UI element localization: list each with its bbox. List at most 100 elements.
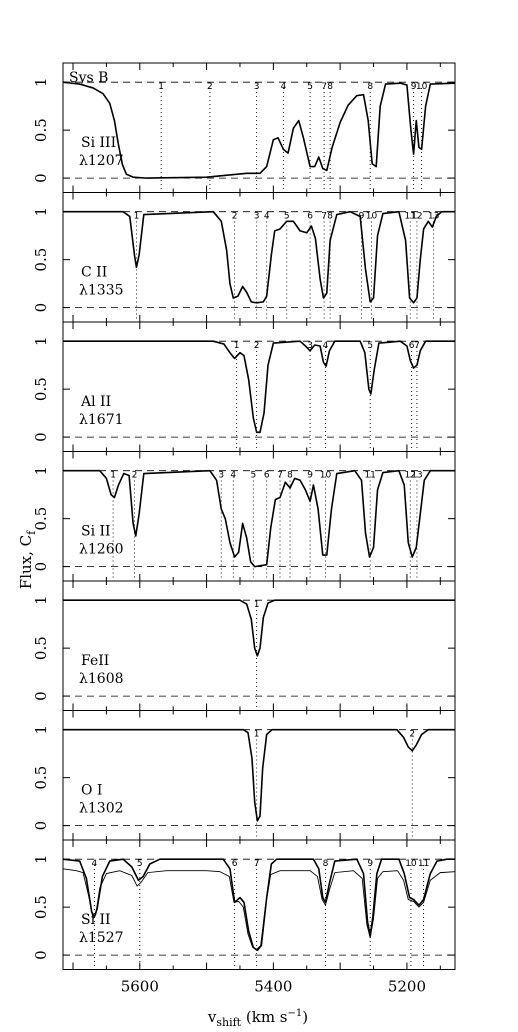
component-label: 2 [409, 730, 415, 740]
panel-3: 0 0.5 1 1 2 3 4 5 6 7 Al II λ1671 [32, 321, 456, 452]
component-label: 4 [230, 471, 236, 481]
panel-wavelength-label: λ1671 [79, 412, 124, 428]
component-label: 9 [367, 859, 373, 869]
system-label: Sys B [69, 70, 108, 86]
y-tick-label: 0 [32, 691, 50, 701]
component-label: 2 [232, 212, 238, 222]
component-label: 1 [234, 341, 240, 351]
model-fit-line [63, 340, 455, 434]
y-tick-label: 0 [32, 950, 50, 960]
panel-frame [62, 839, 456, 970]
component-label: 5 [137, 859, 143, 869]
y-tick-label: 0.5 [32, 507, 50, 531]
y-axis-title: Flux, Cf [17, 530, 38, 589]
component-label: 12 [411, 212, 422, 222]
component-label: 8 [287, 471, 293, 481]
component-label: 7 [414, 341, 420, 351]
component-label: 4 [92, 859, 98, 869]
component-label: 8 [327, 82, 333, 92]
panel-wavelength-label: λ1207 [79, 153, 124, 169]
panel-7: 0 0.5 1 4 5 6 7 8 9 10 11 Si II λ1527 [32, 839, 456, 970]
component-label: 1 [134, 212, 140, 222]
component-label: 10 [320, 471, 332, 481]
component-label: 2 [254, 341, 260, 351]
panel-ion-label: O I [81, 783, 102, 799]
component-label: 1 [254, 730, 260, 740]
y-tick-label: 0.5 [32, 895, 50, 919]
component-label: 6 [232, 859, 238, 869]
component-label: 8 [323, 859, 329, 869]
y-tick-label: 0.5 [32, 377, 50, 401]
component-label: 7 [254, 859, 260, 869]
panel-5: 0 0.5 1 1 FeII λ1608 [32, 580, 456, 711]
component-label: 11 [364, 471, 375, 481]
component-label: 4 [281, 82, 287, 92]
y-tick-label: 0.5 [32, 636, 50, 660]
panel-ion-label: FeII [81, 653, 109, 669]
component-label: 10 [416, 82, 428, 92]
y-tick-label: 0 [32, 562, 50, 572]
component-label: 4 [323, 341, 329, 351]
panel-ion-label: Si II [81, 524, 111, 540]
model-fit-line [63, 210, 455, 304]
component-label: 8 [367, 82, 373, 92]
component-label: 11 [418, 859, 429, 869]
panel-wavelength-label: λ1527 [79, 930, 124, 946]
component-label: 13 [411, 471, 422, 481]
component-label: 9 [359, 212, 365, 222]
component-label: 3 [307, 341, 313, 351]
component-label: 12 [405, 471, 416, 481]
y-tick-label: 0.5 [32, 248, 50, 272]
y-tick-label: 1 [32, 77, 50, 87]
component-label: 3 [218, 471, 224, 481]
component-label: 3 [254, 82, 260, 92]
component-label: 5 [284, 212, 290, 222]
y-tick-label: 0 [32, 432, 50, 442]
model-fit-line [63, 599, 455, 657]
component-label: 7 [277, 471, 283, 481]
component-label: 9 [411, 82, 417, 92]
y-tick-label: 0 [32, 821, 50, 831]
panel-ion-label: C II [81, 265, 107, 281]
component-label: 7 [321, 212, 327, 222]
panel-6: 0 0.5 1 1 2 O I λ1302 [32, 710, 456, 841]
panel-wavelength-label: λ1260 [79, 542, 124, 558]
y-tick-label: 1 [32, 854, 50, 864]
component-label: 1 [254, 600, 260, 610]
model-fit-line [62, 81, 456, 179]
y-axis-title-group: Flux, Cf [17, 530, 38, 589]
x-tick-label: 5600 [121, 978, 159, 996]
x-axis: 5600 5400 5200 [121, 978, 426, 996]
model-fit-line [63, 469, 455, 568]
x-axis-title: vshift (km s−1) [207, 1008, 308, 1029]
y-tick-label: 1 [32, 725, 50, 735]
panel-wavelength-label: λ1608 [79, 671, 124, 687]
component-label: 6 [409, 341, 415, 351]
component-label: 3 [254, 212, 260, 222]
y-tick-label: 0.5 [32, 118, 50, 142]
panel-wavelength-label: λ1335 [79, 283, 124, 299]
panel-ion-label: Si II [81, 912, 111, 928]
component-label: 7 [321, 82, 327, 92]
component-label: 8 [327, 212, 333, 222]
component-label: 5 [367, 341, 373, 351]
y-tick-label: 1 [32, 207, 50, 217]
component-label: 13 [428, 212, 439, 222]
component-label: 11 [405, 212, 416, 222]
component-label: 10 [405, 859, 417, 869]
component-label: 5 [307, 82, 313, 92]
y-tick-label: 0.5 [32, 766, 50, 790]
y-tick-label: 1 [32, 336, 50, 346]
component-label: 1 [110, 471, 116, 481]
component-label: 2 [132, 471, 138, 481]
component-label: 10 [366, 212, 378, 222]
y-tick-label: 1 [32, 595, 50, 605]
x-tick-label: 5400 [254, 978, 292, 996]
component-label: 9 [307, 471, 313, 481]
component-label: 4 [264, 212, 270, 222]
y-tick-label: 1 [32, 466, 50, 476]
